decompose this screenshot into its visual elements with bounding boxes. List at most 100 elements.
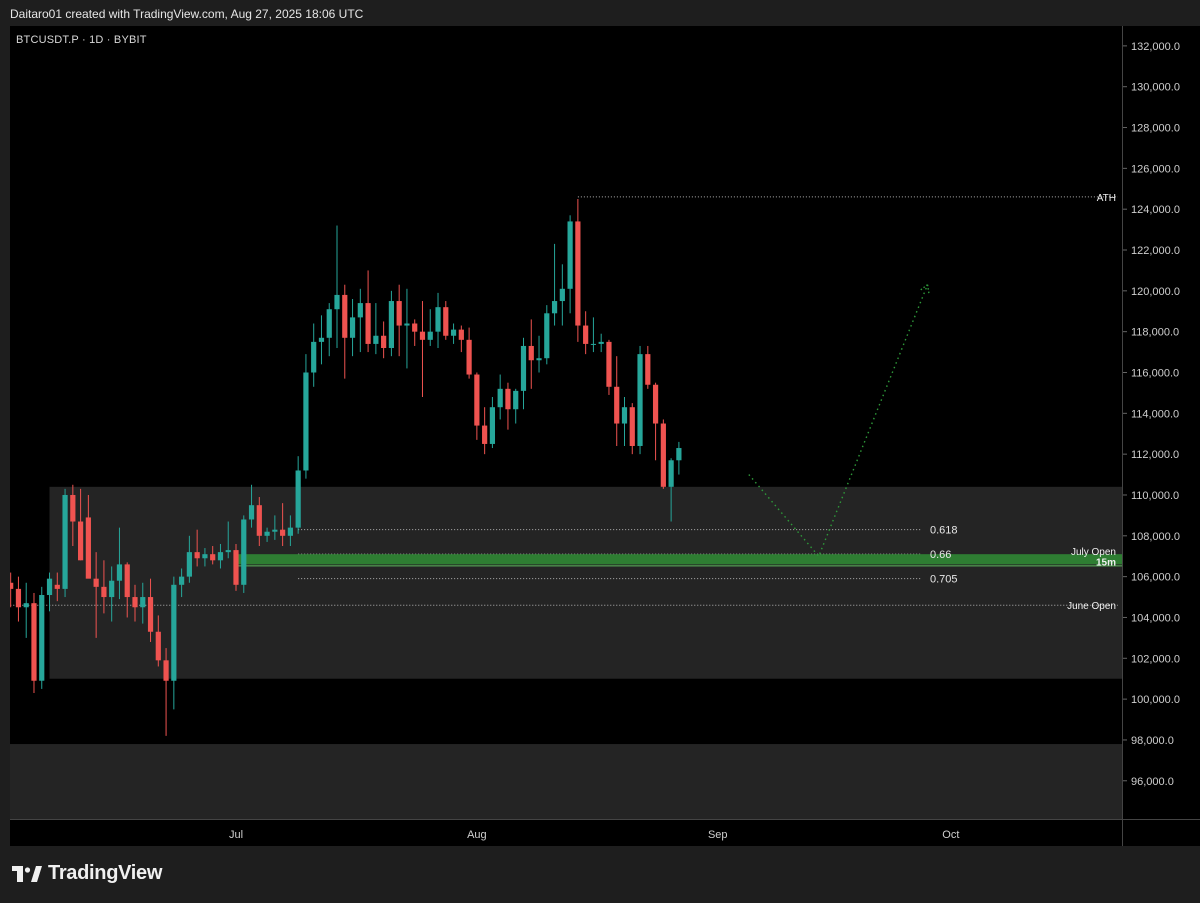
fib-label-4: 0.618 [930,525,958,537]
price-tick-label-11: 116,000.0 [1131,367,1179,379]
candle-body-52 [412,323,418,332]
candle-body-1 [15,588,22,608]
tradingview-logo-text: TradingView [48,862,163,884]
candle-body-74 [583,325,589,344]
candle-body-61 [482,425,488,444]
candle-body-9 [78,521,84,561]
candle-body-28 [225,550,231,553]
symbol-info[interactable]: BTCUSDT.P · 1D · BYBIT [16,34,147,46]
axis-corner [1122,819,1200,847]
candle-body-8 [70,494,76,522]
candle-body-71 [559,288,565,302]
candle-body-29 [233,550,239,585]
candle-body-81 [637,354,643,446]
candle-body-46 [365,303,371,344]
candle-body-68 [536,358,542,361]
time-axis[interactable]: Jul Aug Sep Oct [10,819,1122,847]
candle-body-23 [186,552,192,577]
candle-body-63 [497,388,503,408]
price-axis-labels: 96,000.0 98,000.0 100,000.0 102,000.0 104,00… [1123,41,1180,788]
candle-body-22 [179,576,185,585]
projection-arrowhead-1 [919,284,928,291]
candle-body-2 [23,603,29,608]
footer-bar [0,846,1200,903]
price-tick-label-15: 124,000.0 [1131,204,1180,216]
candle-body-4 [39,595,45,681]
projection-path [748,284,929,558]
price-tick-label-17: 128,000.0 [1131,123,1180,135]
candle-body-30 [241,519,247,585]
candle-body-70 [551,301,558,314]
candle-body-27 [217,552,224,561]
candle-body-5 [46,578,53,596]
candle-body-20 [163,660,169,681]
candle-body-15 [124,564,130,598]
candle-body-57 [450,329,457,336]
highlight-band [236,554,1122,565]
fib-label-6: 0.705 [930,574,958,586]
price-tick-label-5: 104,000.0 [1131,612,1180,624]
candle-body-76 [598,341,604,344]
candle-body-49 [388,301,394,348]
candle-body-60 [474,374,480,426]
candle-body-16 [132,597,138,608]
candle-body-79 [621,407,628,424]
candle-body-55 [435,307,441,332]
candle-body-82 [645,354,651,385]
candle-body-32 [256,505,262,536]
candle-body-41 [326,309,332,338]
candle-body-26 [210,554,216,561]
candle-body-17 [140,597,146,608]
candle-body-21 [171,584,177,681]
candle-body-72 [567,221,573,289]
price-tick-label-1: 96,000.0 [1131,776,1174,788]
candle-body-62 [489,407,496,444]
candle-body-18 [147,597,154,632]
price-tick-label-12: 118,000.0 [1131,327,1179,339]
candle-body-50 [396,301,402,326]
candle-body-7 [62,494,68,589]
price-tick-label-13: 120,000.0 [1131,286,1180,298]
candle-body-10 [85,517,91,579]
candle-body-85 [668,460,674,487]
candle-body-53 [419,331,426,340]
candle-body-37 [295,470,301,528]
highlight-band-label: 15m [1096,557,1116,568]
price-tick-label-18: 130,000.0 [1131,82,1180,94]
time-tick-label-1: Aug [467,829,487,841]
zone-rect-0 [49,486,1122,679]
fib-label-5: 0.66 [930,549,951,561]
candle-body-25 [202,554,208,559]
candle-body-0 [10,582,14,589]
attribution-text: Daitaro01 created with TradingView.com, … [10,7,364,21]
candle-body-54 [427,331,433,340]
candle-body-58 [458,329,464,340]
candle-body-34 [272,529,278,532]
candle-body-33 [264,531,270,536]
candle-body-86 [676,448,682,461]
attribution-bar: Daitaro01 created with TradingView.com, … [0,0,1200,26]
candle-body-12 [101,586,107,598]
candle-body-48 [381,335,387,348]
candle-body-78 [614,386,620,424]
candle-body-80 [629,407,635,446]
candle-body-65 [513,390,519,410]
candle-body-84 [660,423,666,487]
candle-body-36 [287,527,293,536]
time-axis-labels: Jul Aug Sep Oct [229,829,959,841]
price-tick-label-9: 112,000.0 [1131,449,1179,461]
candle-body-47 [373,335,379,344]
candle-body-43 [342,294,348,338]
tradingview-logo[interactable]: TradingView [12,862,162,885]
time-tick-label-2: Sep [708,829,728,841]
candle-body-42 [334,294,340,310]
candle-body-19 [155,631,161,661]
price-axis[interactable]: 96,000.0 98,000.0 100,000.0 102,000.0 104,00… [1122,26,1200,819]
candle-body-35 [280,529,286,536]
projection-arrowhead-0 [926,284,930,294]
price-tick-label-16: 126,000.0 [1131,163,1180,175]
price-tick-label-7: 108,000.0 [1131,531,1180,543]
candle-body-11 [93,578,99,587]
